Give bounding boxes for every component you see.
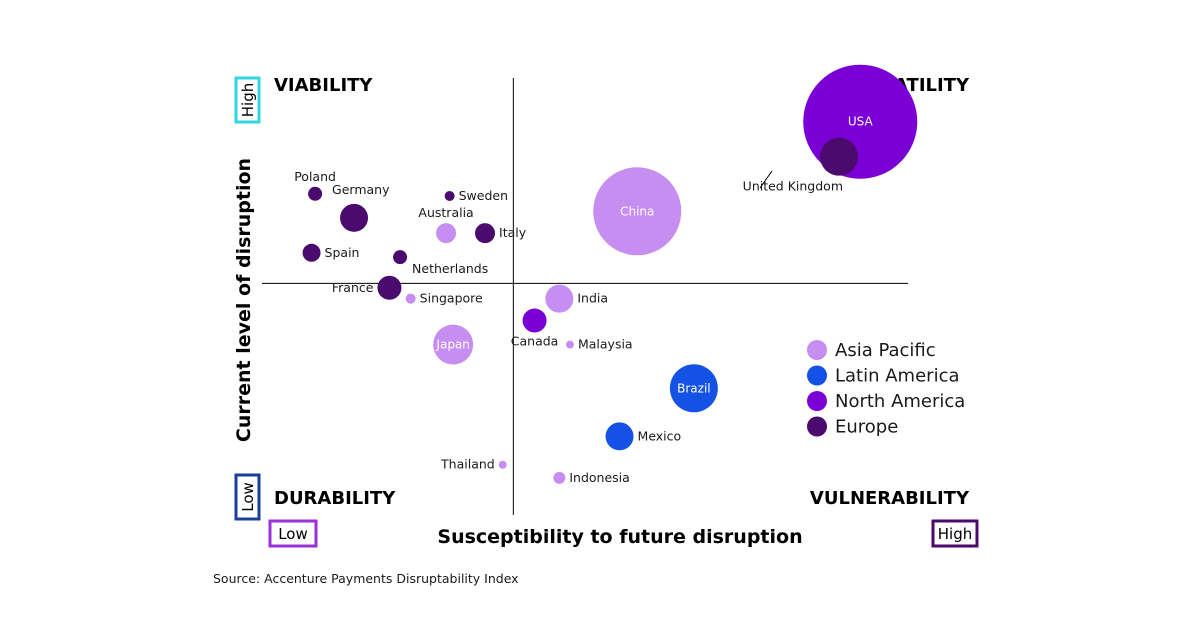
bubble-canada (522, 308, 547, 333)
united-kingdom-leader-line (759, 170, 773, 189)
bubble-label-india: India (577, 291, 608, 306)
bubble-japan (433, 324, 474, 365)
legend-swatch-latin-america (807, 365, 827, 386)
bubble-france (377, 275, 402, 300)
bubble-label-brazil: Brazil (677, 381, 711, 395)
bubble-label-italy: Italy (499, 225, 527, 240)
bubble-label-australia: Australia (418, 205, 473, 220)
legend-label-latin-america: Latin America (835, 366, 960, 387)
bubble-label-poland: Poland (294, 169, 336, 184)
legend-swatch-europe (807, 416, 827, 437)
bubble-italy (475, 223, 496, 244)
bubble-thailand (498, 460, 507, 469)
legend-swatch-asia-pacific (807, 340, 827, 360)
quadrant-durability: DURABILITY (274, 488, 396, 509)
quadrant-vulnerability: VULNERABILITY (810, 488, 970, 509)
bubble-label-germany: Germany (332, 182, 390, 197)
bubble-singapore (405, 293, 416, 304)
bubble-label-china: China (620, 204, 654, 218)
x-low-label: Low (278, 525, 308, 543)
bubble-sweden (444, 190, 455, 201)
bubble-indonesia (553, 471, 566, 484)
y-axis-title: Current level of disruption (233, 158, 255, 442)
bubble-netherlands (393, 250, 408, 265)
legend: Asia Pacific Latin America North America Eu… (807, 340, 965, 438)
y-high-label: High (239, 83, 257, 117)
legend-swatch-north-america (807, 391, 827, 411)
y-low-label: Low (239, 482, 257, 512)
quadrant-viability: VIABILITY (274, 75, 373, 96)
legend-label-asia-pacific: Asia Pacific (835, 340, 936, 361)
bubble-germany (340, 203, 369, 232)
bubble-label-thailand: Thailand (440, 457, 495, 472)
bubble-label-malaysia: Malaysia (578, 337, 633, 352)
legend-label-north-america: North America (835, 391, 965, 412)
bubble-united-kingdom (820, 137, 859, 176)
bubble-label-france: France (332, 280, 374, 295)
legend-label-europe: Europe (835, 417, 898, 438)
bubble-label-netherlands: Netherlands (412, 261, 488, 276)
bubble-mexico (605, 422, 634, 451)
bubble-label-canada: Canada (511, 334, 559, 349)
bubble-australia (436, 223, 457, 244)
x-high-box (931, 519, 979, 548)
source-note: Source: Accenture Payments Disruptabilit… (213, 571, 519, 586)
bubble-india (545, 284, 574, 313)
y-low-box (234, 473, 261, 521)
bubble-spain (302, 243, 321, 262)
x-axis-title: Susceptibility to future disruption (437, 526, 802, 548)
bubble-label-sweden: Sweden (459, 188, 508, 203)
bubble-china (593, 167, 682, 256)
y-high-box (234, 76, 261, 124)
bubble-malaysia (565, 340, 574, 349)
bubble-label-spain: Spain (325, 245, 360, 260)
bubble-label-united-kingdom: United Kingdom (743, 179, 843, 194)
bubble-label-mexico: Mexico (638, 428, 682, 443)
bubble-label-singapore: Singapore (420, 291, 483, 306)
bubble-label-japan: Japan (435, 338, 469, 352)
bubble-brazil (669, 364, 718, 413)
bubble-poland (308, 186, 323, 201)
x-low-box (268, 519, 318, 548)
bubble-label-usa: USA (848, 115, 874, 129)
x-high-label: High (938, 525, 972, 543)
bubble-label-indonesia: Indonesia (569, 470, 629, 485)
